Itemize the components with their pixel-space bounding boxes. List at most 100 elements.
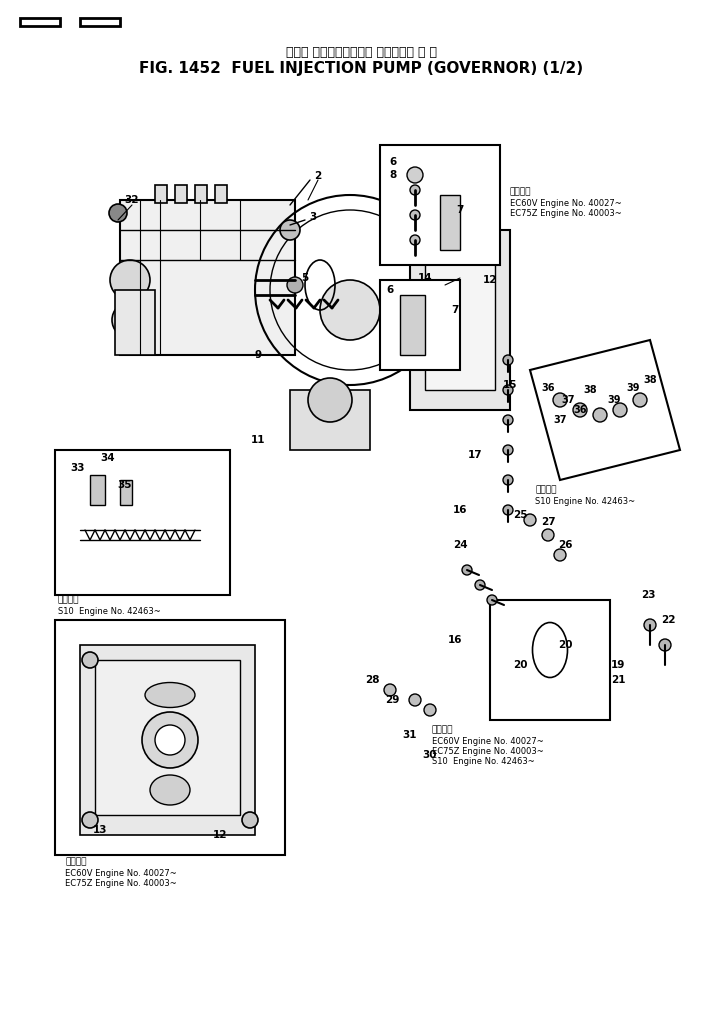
Text: S10 Engine No. 42463~: S10 Engine No. 42463~: [535, 496, 635, 505]
Bar: [490, 600, 610, 720]
Text: 24: 24: [453, 540, 467, 550]
Bar: [120, 200, 295, 355]
Text: 13: 13: [92, 825, 108, 835]
Text: 使用号码: 使用号码: [510, 187, 531, 197]
Text: 29: 29: [385, 695, 399, 705]
Circle shape: [503, 505, 513, 515]
Text: 6: 6: [389, 157, 396, 167]
Circle shape: [503, 445, 513, 455]
Bar: [290, 390, 370, 450]
Text: EC75Z Engine No. 40003~: EC75Z Engine No. 40003~: [432, 747, 544, 755]
Text: 8: 8: [389, 170, 396, 180]
Circle shape: [320, 280, 380, 340]
Circle shape: [462, 565, 472, 575]
Text: 32: 32: [125, 195, 139, 205]
Circle shape: [424, 704, 436, 716]
Text: 33: 33: [71, 463, 85, 473]
Bar: [380, 145, 500, 265]
Circle shape: [287, 277, 303, 293]
Circle shape: [553, 393, 567, 407]
Text: 21: 21: [611, 675, 625, 685]
Bar: [55, 620, 285, 855]
Circle shape: [644, 619, 656, 631]
Text: 12: 12: [213, 830, 227, 840]
Text: 16: 16: [448, 635, 462, 645]
Circle shape: [593, 408, 607, 422]
Text: 36: 36: [573, 405, 587, 415]
Circle shape: [503, 355, 513, 365]
Bar: [400, 294, 425, 355]
Text: 27: 27: [541, 517, 555, 527]
Text: EC75Z Engine No. 40003~: EC75Z Engine No. 40003~: [510, 209, 622, 217]
Bar: [440, 195, 460, 250]
Circle shape: [82, 652, 98, 668]
Text: 7: 7: [451, 305, 458, 315]
Circle shape: [410, 185, 420, 195]
Circle shape: [82, 812, 98, 828]
Circle shape: [633, 393, 647, 407]
Text: 16: 16: [453, 505, 467, 515]
Text: 37: 37: [553, 415, 567, 425]
Text: 7: 7: [456, 205, 464, 215]
Text: 3: 3: [309, 212, 317, 222]
Ellipse shape: [150, 775, 190, 805]
Text: 39: 39: [607, 395, 621, 405]
Text: 26: 26: [558, 540, 573, 550]
Circle shape: [503, 475, 513, 485]
Circle shape: [308, 378, 352, 422]
Bar: [175, 185, 187, 203]
Bar: [425, 250, 495, 390]
Text: FIG. 1452  FUEL INJECTION PUMP (GOVERNOR) (1/2): FIG. 1452 FUEL INJECTION PUMP (GOVERNOR)…: [139, 60, 583, 75]
Text: 25: 25: [513, 510, 527, 520]
Text: 11: 11: [251, 435, 265, 445]
Text: 5: 5: [301, 273, 308, 283]
Circle shape: [542, 529, 554, 541]
Text: 17: 17: [468, 450, 482, 460]
Text: 20: 20: [558, 640, 573, 650]
Circle shape: [109, 204, 127, 222]
Text: 2: 2: [314, 171, 321, 181]
Text: 39: 39: [626, 383, 640, 393]
Bar: [380, 280, 460, 370]
Text: 36: 36: [542, 383, 554, 393]
Circle shape: [407, 167, 423, 183]
Text: S10  Engine No. 42463~: S10 Engine No. 42463~: [58, 606, 161, 615]
Text: EC60V Engine No. 40027~: EC60V Engine No. 40027~: [510, 199, 622, 208]
Bar: [20, 18, 60, 26]
Text: 38: 38: [643, 375, 657, 385]
Bar: [80, 18, 120, 26]
Circle shape: [384, 684, 396, 696]
Text: フェル インジェクション ポンプ　ガ バ ナ: フェル インジェクション ポンプ ガ バ ナ: [285, 46, 437, 58]
Circle shape: [112, 302, 148, 338]
Text: 使用号码: 使用号码: [535, 485, 557, 494]
Circle shape: [573, 403, 587, 417]
Ellipse shape: [145, 683, 195, 707]
Ellipse shape: [533, 623, 567, 678]
Circle shape: [503, 385, 513, 395]
Text: EC60V Engine No. 40027~: EC60V Engine No. 40027~: [65, 868, 177, 877]
Circle shape: [524, 514, 536, 526]
Bar: [120, 480, 132, 505]
Circle shape: [487, 595, 497, 605]
Text: EC75Z Engine No. 40003~: EC75Z Engine No. 40003~: [65, 878, 177, 888]
Bar: [80, 645, 255, 835]
Text: 使用号码: 使用号码: [432, 726, 453, 735]
Circle shape: [409, 694, 421, 706]
Text: 38: 38: [583, 385, 597, 395]
Circle shape: [410, 210, 420, 220]
Text: 34: 34: [100, 453, 116, 463]
Bar: [215, 185, 227, 203]
Circle shape: [554, 549, 566, 561]
Text: 20: 20: [513, 660, 527, 671]
Text: 35: 35: [118, 480, 132, 490]
Circle shape: [475, 580, 485, 590]
Polygon shape: [530, 340, 680, 480]
Text: 19: 19: [611, 660, 625, 671]
Circle shape: [503, 415, 513, 425]
Text: 31: 31: [403, 730, 417, 740]
Circle shape: [280, 220, 300, 240]
Circle shape: [659, 639, 671, 651]
Text: 使用号码: 使用号码: [58, 595, 79, 604]
Text: S10  Engine No. 42463~: S10 Engine No. 42463~: [432, 756, 535, 765]
Bar: [95, 660, 240, 815]
